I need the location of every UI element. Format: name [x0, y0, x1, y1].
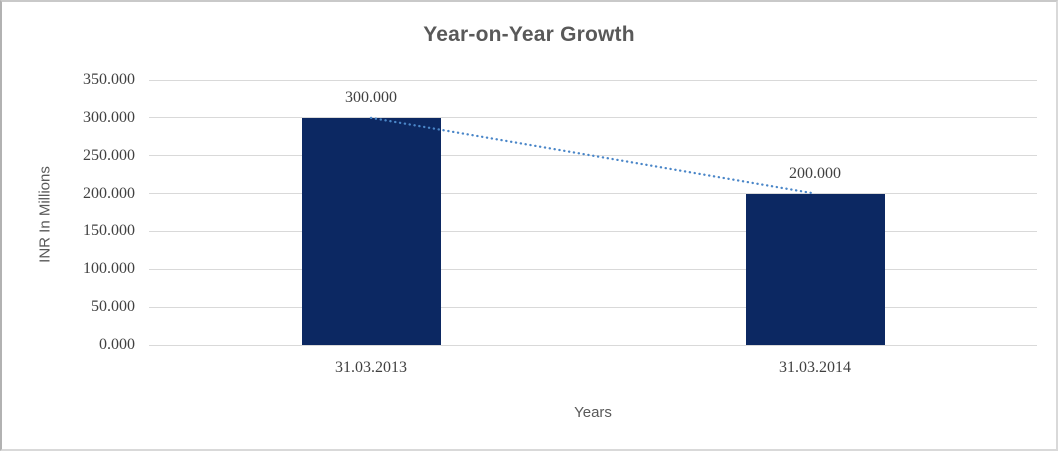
gridline	[149, 117, 1037, 119]
y-tick-label: 150.000	[83, 222, 135, 240]
gridline	[149, 268, 1037, 270]
x-category-label: 31.03.2014	[779, 359, 851, 376]
y-tick-label: 0.000	[99, 336, 135, 353]
gridline	[149, 344, 1037, 346]
y-tick-label: 300.000	[83, 108, 135, 126]
gridline	[149, 306, 1037, 308]
y-tick-label: 100.000	[83, 260, 135, 278]
plot-area: 300.000 31.03.2013 200.000 31.03.2014	[149, 79, 1037, 376]
bar	[745, 193, 885, 345]
gridline	[149, 79, 1037, 81]
y-tick-label: 250.000	[83, 146, 135, 164]
chart-title: Year-on-Year Growth	[423, 23, 635, 46]
bar	[301, 117, 441, 345]
data-label: 200.000	[789, 164, 841, 182]
y-tick-label: 200.000	[83, 184, 135, 202]
gridline	[149, 230, 1037, 232]
x-axis-title: Years	[574, 404, 612, 421]
trendline	[369, 116, 817, 195]
y-tick-label: 350.000	[83, 71, 135, 88]
data-label: 300.000	[345, 88, 397, 106]
y-tick-labels: 0.000 50.000 100.000 150.000 200.000 250.000 3…	[2, 71, 135, 353]
x-category-label: 31.03.2013	[335, 359, 407, 376]
y-tick-label: 50.000	[91, 298, 135, 316]
gridline	[149, 193, 1037, 195]
